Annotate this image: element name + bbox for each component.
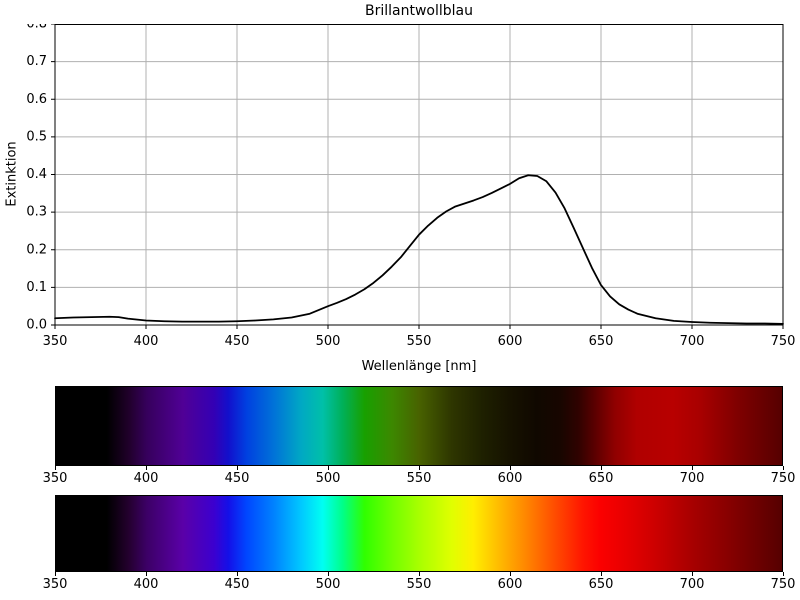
bar-x-tick-label: 600 xyxy=(497,471,523,486)
bar-x-tick-label: 400 xyxy=(133,577,159,592)
bar-x-tick xyxy=(601,466,602,470)
y-tick-label: 0.4 xyxy=(26,167,47,182)
bar-x-tick-label: 350 xyxy=(42,577,68,592)
bar-x-tick-label: 400 xyxy=(133,471,159,486)
bar-x-tick xyxy=(328,572,329,576)
bar-x-tick-label: 500 xyxy=(315,577,341,592)
bar-x-tick-label: 500 xyxy=(315,471,341,486)
y-tick-label: 0.1 xyxy=(26,280,47,295)
y-tick-label: 0.7 xyxy=(26,54,47,69)
bar-x-tick xyxy=(237,466,238,470)
bar-x-tick-label: 350 xyxy=(42,471,68,486)
y-tick-label: 0.2 xyxy=(26,242,47,257)
bar-x-tick xyxy=(601,572,602,576)
bar-x-tick xyxy=(510,572,511,576)
bar-x-tick-label: 450 xyxy=(224,471,250,486)
x-tick-label: 400 xyxy=(134,334,159,349)
bar-x-tick xyxy=(419,466,420,470)
x-tick-label: 350 xyxy=(43,334,68,349)
transmitted-spectrum-axis: 350 400 450 500 550 600 650 700 750 xyxy=(0,466,800,490)
transmitted-spectrum-bar xyxy=(55,386,783,466)
bar-x-tick xyxy=(692,466,693,470)
bar-x-tick xyxy=(510,466,511,470)
y-tick-label: 0.0 xyxy=(26,318,47,333)
bar-x-tick-label: 650 xyxy=(588,471,614,486)
bar-x-tick xyxy=(783,466,784,470)
bar-x-tick xyxy=(55,466,56,470)
chart-title: Brillantwollblau xyxy=(365,3,473,19)
bar-x-tick xyxy=(146,572,147,576)
x-tick-label: 550 xyxy=(407,334,432,349)
x-tick-label: 650 xyxy=(589,334,614,349)
x-tick-label: 750 xyxy=(771,334,796,349)
bar-x-tick-label: 650 xyxy=(588,577,614,592)
y-tick-label: 0.3 xyxy=(26,205,47,220)
bar-x-tick-label: 550 xyxy=(406,577,432,592)
bar-x-tick-label: 700 xyxy=(679,471,705,486)
extinction-chart: 350 400 450 500 550 600 650 700 750 0.0 0.1 0.2 0.3 0… xyxy=(26,24,796,349)
bar-x-tick-label: 750 xyxy=(770,471,796,486)
y-tick-label: 0.5 xyxy=(26,129,47,144)
x-tick-label: 600 xyxy=(498,334,523,349)
bar-x-tick-label: 450 xyxy=(224,577,250,592)
bar-x-tick xyxy=(55,572,56,576)
bar-x-tick-label: 700 xyxy=(679,577,705,592)
bar-x-tick xyxy=(783,572,784,576)
full-spectrum-bar xyxy=(55,495,783,572)
bar-x-tick xyxy=(328,466,329,470)
y-tick-label: 0.6 xyxy=(26,92,47,107)
full-spectrum-axis: 350 400 450 500 550 600 650 700 750 xyxy=(0,572,800,596)
x-tick-label: 500 xyxy=(316,334,341,349)
bar-x-tick xyxy=(146,466,147,470)
y-tick-label: 0.8 xyxy=(26,24,47,32)
x-axis-label: Wellenlänge [nm] xyxy=(361,359,477,374)
bar-x-tick xyxy=(419,572,420,576)
x-tick-label: 450 xyxy=(225,334,250,349)
bar-x-tick xyxy=(692,572,693,576)
bar-x-tick-label: 550 xyxy=(406,471,432,486)
extinction-curve xyxy=(54,174,784,325)
x-tick-label: 700 xyxy=(680,334,705,349)
bar-x-tick-label: 600 xyxy=(497,577,523,592)
bar-x-tick-label: 750 xyxy=(770,577,796,592)
bar-x-tick xyxy=(237,572,238,576)
